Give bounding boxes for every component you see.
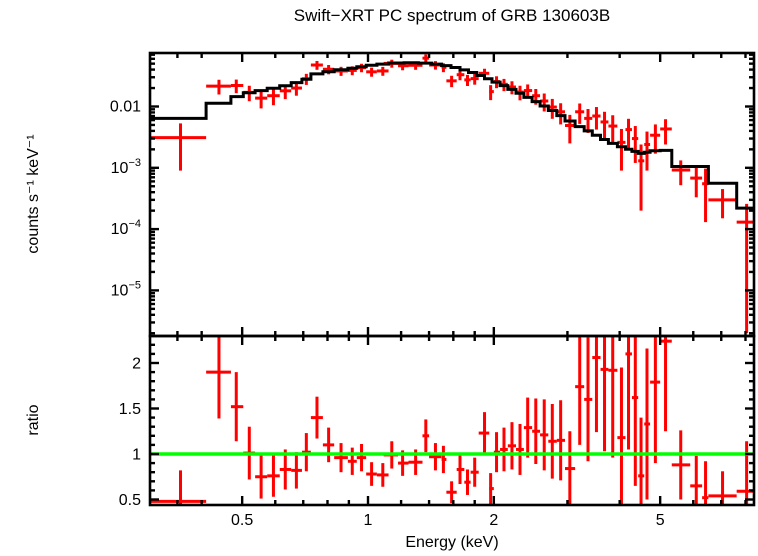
y-tick-label: 10−4 [111, 218, 141, 238]
ratio-panel-data [150, 336, 754, 505]
y-axis-label-counts: counts s⁻¹ keV⁻¹ [25, 134, 42, 253]
model-histogram [150, 61, 754, 210]
y-tick-label: 10−3 [111, 157, 141, 177]
ratio-tick-label: 2 [132, 356, 141, 373]
axes-frame [148, 51, 756, 507]
ratio-tick-label: 1.5 [119, 401, 141, 418]
x-tick-label: 5 [656, 512, 665, 529]
x-tick-label: 2 [489, 512, 498, 529]
x-axis-label: Energy (keV) [405, 534, 498, 551]
chart-title: Swift−XRT PC spectrum of GRB 130603B [293, 6, 611, 25]
x-tick-label: 0.5 [231, 512, 253, 529]
top-panel-data [150, 54, 754, 334]
y-tick-label: 10−5 [111, 279, 141, 299]
y-tick-label: 0.01 [110, 99, 141, 116]
axis-labels: 0.5 1 2 5 0.01 10−3 10−4 10−5 0.5 1 1.5 2 Energy (ke… [25, 99, 665, 552]
ratio-tick-label: 1 [132, 447, 141, 464]
y-axis-label-ratio: ratio [25, 404, 42, 435]
ratio-tick-label: 0.5 [119, 492, 141, 509]
x-tick-label: 1 [364, 512, 373, 529]
